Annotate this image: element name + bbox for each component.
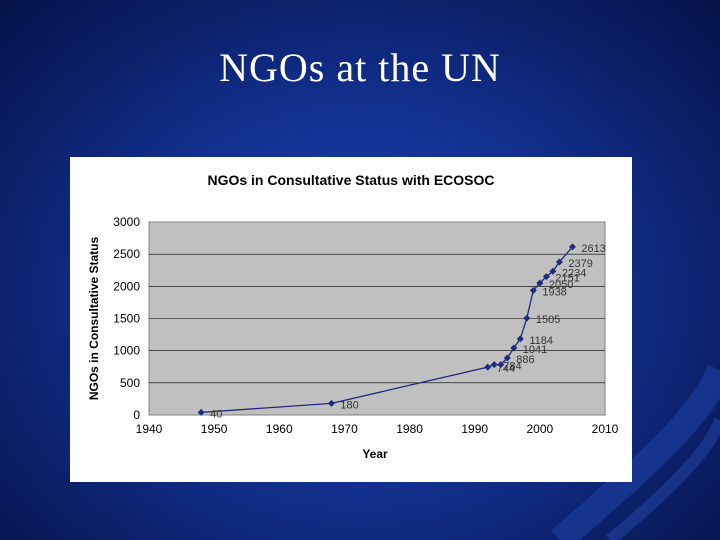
- data-point-marker: [529, 286, 537, 294]
- data-point-marker: [555, 258, 563, 266]
- chart-title: NGOs in Consultative Status with ECOSOC: [207, 172, 494, 188]
- data-label: 1938: [542, 286, 566, 298]
- data-label: 2234: [562, 267, 586, 279]
- data-point-marker: [516, 335, 524, 343]
- data-label: 1184: [529, 335, 553, 347]
- x-tick-label: 2010: [592, 422, 619, 436]
- data-point-marker: [497, 361, 505, 369]
- x-tick-label: 1980: [396, 422, 423, 436]
- y-tick-label: 2500: [113, 247, 140, 261]
- data-point-marker: [542, 273, 550, 281]
- y-tick-label: 1000: [113, 344, 140, 358]
- x-axis-label: Year: [362, 447, 388, 461]
- x-tick-label: 1950: [201, 422, 228, 436]
- y-tick-label: 1500: [113, 312, 140, 326]
- data-point-marker: [327, 399, 335, 407]
- x-tick-label: 2000: [527, 422, 554, 436]
- data-label: 2379: [568, 258, 592, 270]
- data-label: 886: [516, 354, 534, 366]
- data-label: 180: [340, 399, 358, 411]
- slide-title: NGOs at the UN: [219, 45, 501, 90]
- data-point-marker: [484, 363, 492, 371]
- x-tick-label: 1940: [136, 422, 163, 436]
- data-label: 784: [503, 361, 521, 373]
- chart-panel: 0 500 1000 1500 2000 2500 3000 1940 1950 1960 1970…: [70, 157, 632, 482]
- ngo-line-chart: 0 500 1000 1500 2000 2500 3000 1940 1950 1960 1970…: [87, 172, 619, 461]
- data-point-marker: [523, 314, 531, 322]
- y-axis-label: NGOs in Consultative Status: [87, 236, 101, 400]
- data-label: 1041: [523, 344, 547, 356]
- y-tick-label: 2000: [113, 279, 140, 293]
- y-tick-label: 500: [120, 376, 140, 390]
- data-point-marker: [503, 354, 511, 362]
- data-point-marker: [536, 279, 544, 287]
- x-tick-label: 1970: [331, 422, 358, 436]
- x-tick-label: 1990: [461, 422, 488, 436]
- y-tick-label: 0: [133, 408, 140, 422]
- data-label: 2050: [549, 279, 573, 291]
- data-label: 2151: [555, 273, 579, 285]
- data-label: 40: [210, 408, 222, 420]
- data-point-marker: [197, 408, 205, 416]
- x-tick-label: 1960: [266, 422, 293, 436]
- data-label: 2613: [581, 243, 605, 255]
- data-label: 1505: [536, 314, 560, 326]
- data-point-marker: [549, 267, 557, 275]
- data-point-marker: [490, 361, 498, 369]
- data-point-marker: [510, 344, 518, 352]
- y-tick-label: 3000: [113, 215, 140, 229]
- data-point-marker: [568, 243, 576, 251]
